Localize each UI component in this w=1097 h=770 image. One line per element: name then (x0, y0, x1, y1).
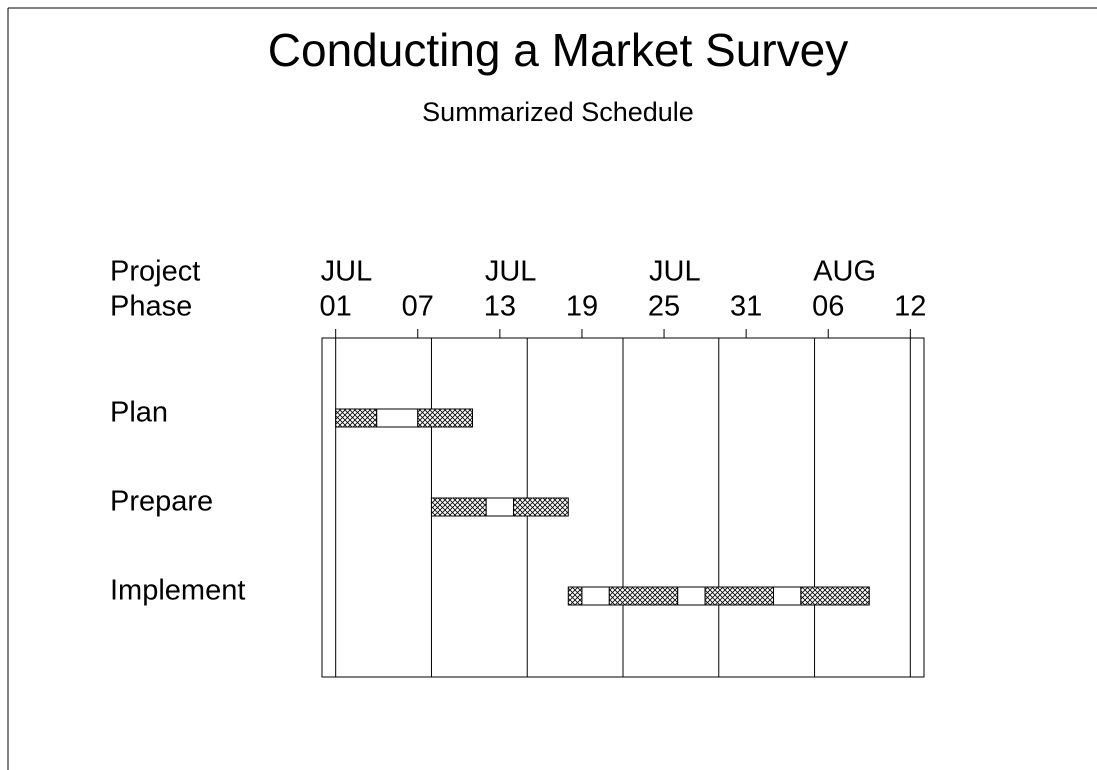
chart-subtitle: Summarized Schedule (422, 97, 694, 127)
x-tick-label: 07 (402, 291, 434, 323)
x-tick-label: 31 (730, 291, 762, 323)
x-tick-month: JUL (321, 256, 373, 288)
header-label: Phase (110, 291, 192, 323)
x-tick-label: 12 (894, 291, 926, 323)
x-tick-month: AUG (813, 256, 876, 288)
x-tick-label: 13 (484, 291, 516, 323)
x-tick-month: JUL (649, 256, 701, 288)
task-bar (335, 408, 378, 428)
chart-title: Conducting a Market Survey (268, 24, 848, 76)
x-tick-label: 25 (648, 291, 680, 323)
task-bar (417, 408, 474, 428)
task-bar (581, 586, 610, 606)
task-bar (677, 586, 706, 606)
task-bar (430, 497, 487, 517)
task-bar (485, 497, 515, 517)
task-bar (376, 408, 419, 428)
task-label: Plan (110, 397, 168, 429)
header-label: Project (110, 256, 200, 288)
task-bar (513, 497, 569, 517)
task-bar (800, 586, 870, 606)
task-bar (608, 586, 679, 606)
x-tick-label: 19 (566, 291, 598, 323)
task-bar (704, 586, 774, 606)
x-tick-label: 01 (320, 291, 352, 323)
x-tick-label: 06 (812, 291, 844, 323)
task-bar (773, 586, 802, 606)
task-label: Prepare (110, 486, 213, 518)
task-label: Implement (110, 575, 245, 607)
task-bar (567, 586, 583, 606)
x-tick-month: JUL (485, 256, 537, 288)
